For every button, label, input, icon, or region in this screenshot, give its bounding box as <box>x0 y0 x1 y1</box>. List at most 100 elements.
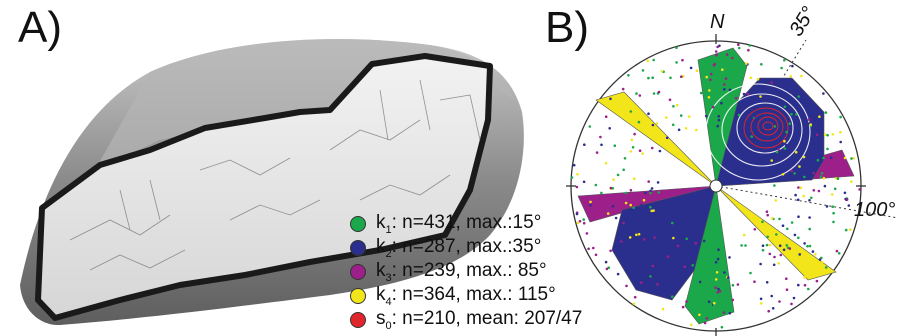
pole-point <box>644 191 647 195</box>
pole-point <box>588 125 592 128</box>
pole-point <box>748 44 751 47</box>
pole-point <box>592 246 595 250</box>
pole-point <box>709 303 713 307</box>
pole-point <box>711 105 715 109</box>
pole-point <box>695 69 699 72</box>
pole-point <box>628 236 632 239</box>
pole-point <box>627 74 630 77</box>
pole-point <box>722 311 726 314</box>
pole-point <box>785 130 788 134</box>
pole-point <box>778 217 781 221</box>
pole-point <box>768 243 772 247</box>
pole-point <box>817 189 821 193</box>
pole-point <box>676 244 680 248</box>
pole-point <box>766 225 769 228</box>
pole-point <box>849 228 852 231</box>
pole-point <box>850 180 853 183</box>
pole-point <box>665 116 668 119</box>
pole-point <box>839 131 842 134</box>
pole-point <box>669 76 672 80</box>
mapped-outcrop-band <box>35 53 493 321</box>
pole-point <box>723 83 726 86</box>
pole-point <box>843 156 847 160</box>
pole-point <box>699 91 703 95</box>
pole-point <box>633 132 636 136</box>
pole-point <box>672 105 675 108</box>
pole-point <box>808 199 811 202</box>
pole-point <box>684 127 688 130</box>
pole-point <box>809 123 812 126</box>
pole-point <box>716 45 719 49</box>
pole-point <box>745 62 748 65</box>
pole-point <box>802 194 805 198</box>
pole-point <box>723 271 726 274</box>
pole-point <box>730 56 734 60</box>
pole-point <box>768 252 772 256</box>
pole-point <box>707 300 711 304</box>
pole-point <box>731 298 735 302</box>
pole-point <box>616 197 620 200</box>
pole-point <box>715 271 719 274</box>
pole-point <box>793 172 796 175</box>
pole-point <box>608 127 611 130</box>
pole-point <box>635 233 638 237</box>
pole-point <box>705 317 709 320</box>
stereonet-center <box>709 179 723 193</box>
pole-point <box>647 112 650 115</box>
pole-point <box>766 213 769 217</box>
pole-point <box>594 253 598 257</box>
pole-point <box>789 75 792 78</box>
pole-point <box>785 277 788 281</box>
pole-point <box>835 173 839 177</box>
pole-point <box>793 233 797 237</box>
pole-point <box>629 110 633 113</box>
pole-point <box>775 233 778 236</box>
pole-point <box>716 291 719 294</box>
pole-point <box>575 185 579 189</box>
pole-point <box>795 113 798 116</box>
terrain-shading <box>95 39 515 171</box>
pole-point <box>831 133 835 136</box>
pole-point <box>675 61 678 64</box>
pole-point <box>812 189 816 192</box>
pole-point <box>797 215 800 218</box>
pole-point <box>822 176 826 180</box>
pole-point <box>629 188 633 192</box>
pole-point <box>786 255 789 258</box>
pole-point <box>824 111 828 114</box>
pole-point <box>578 219 582 223</box>
pole-point <box>658 149 662 153</box>
pole-point <box>621 87 625 91</box>
pole-point <box>717 248 720 251</box>
pole-point <box>790 169 793 173</box>
pole-point <box>814 253 817 256</box>
pole-point <box>637 120 641 124</box>
pole-point <box>589 204 592 207</box>
direction-line-100 <box>715 185 899 219</box>
pole-point <box>808 227 811 231</box>
pole-point <box>665 136 669 140</box>
pole-point <box>796 198 800 202</box>
pole-point <box>744 244 747 247</box>
pole-point <box>675 46 678 50</box>
pole-point <box>713 301 716 305</box>
pole-point <box>772 143 775 146</box>
pole-point <box>805 158 809 161</box>
pole-point <box>818 115 821 118</box>
pole-point <box>639 201 643 204</box>
pole-point <box>649 191 652 195</box>
pole-point <box>737 46 741 50</box>
pole-point <box>826 147 829 151</box>
pole-point <box>792 296 796 300</box>
pole-point <box>714 50 718 53</box>
angle-label-100: 100° <box>854 199 895 221</box>
pole-point <box>738 62 741 65</box>
pole-point <box>641 152 644 155</box>
pole-point <box>651 264 655 268</box>
legend-label: k2: n=287, max.:35° <box>376 236 542 260</box>
pole-point <box>766 235 769 239</box>
pole-point <box>778 300 781 303</box>
pole-point <box>779 253 783 257</box>
pole-point <box>746 92 750 96</box>
